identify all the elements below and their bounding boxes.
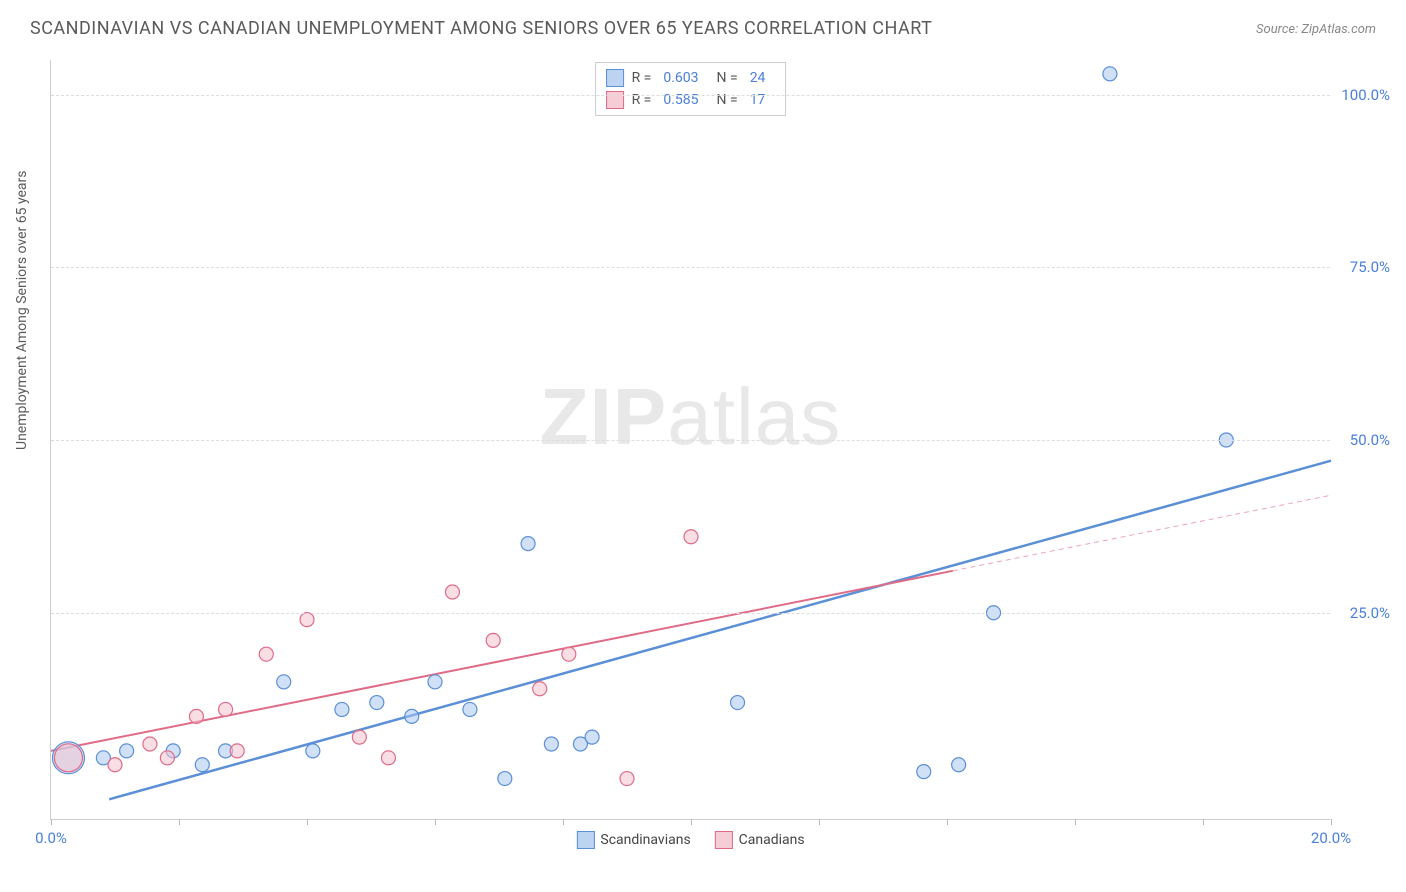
y-tick-label: 50.0% (1350, 431, 1390, 449)
x-tick (435, 819, 436, 825)
y-tick-label: 100.0% (1341, 86, 1390, 104)
x-tick (691, 819, 692, 825)
y-tick-label: 75.0% (1350, 258, 1390, 276)
x-tick (819, 819, 820, 825)
y-axis-label: Unemployment Among Seniors over 65 years (14, 171, 30, 451)
gridline (51, 267, 1330, 268)
x-tick (947, 819, 948, 825)
legend-label-0: Scandinavians (600, 832, 690, 848)
source-label: Source: ZipAtlas.com (1256, 22, 1376, 37)
gridline (51, 95, 1330, 96)
gridline (51, 440, 1330, 441)
x-tick (1331, 819, 1332, 825)
legend-item-scandinavians: Scandinavians (576, 831, 690, 849)
x-tick-label: 20.0% (1311, 829, 1351, 847)
x-tick (51, 819, 52, 825)
x-tick (307, 819, 308, 825)
x-tick (1203, 819, 1204, 825)
gridline (51, 613, 1330, 614)
legend-label-1: Canadians (739, 832, 805, 848)
x-tick (563, 819, 564, 825)
x-tick (1075, 819, 1076, 825)
x-tick-label: 0.0% (35, 829, 67, 847)
legend-item-canadians: Canadians (715, 831, 805, 849)
series-legend: Scandinavians Canadians (576, 831, 804, 849)
chart-title: SCANDINAVIAN VS CANADIAN UNEMPLOYMENT AM… (30, 18, 932, 39)
y-tick-label: 25.0% (1350, 604, 1390, 622)
legend-swatch-canadians (715, 831, 733, 849)
chart-plot-area: ZIPatlas R = 0.603 N = 24 R = 0.585 N = … (50, 60, 1330, 820)
legend-swatch-scandinavians (576, 831, 594, 849)
x-tick (179, 819, 180, 825)
